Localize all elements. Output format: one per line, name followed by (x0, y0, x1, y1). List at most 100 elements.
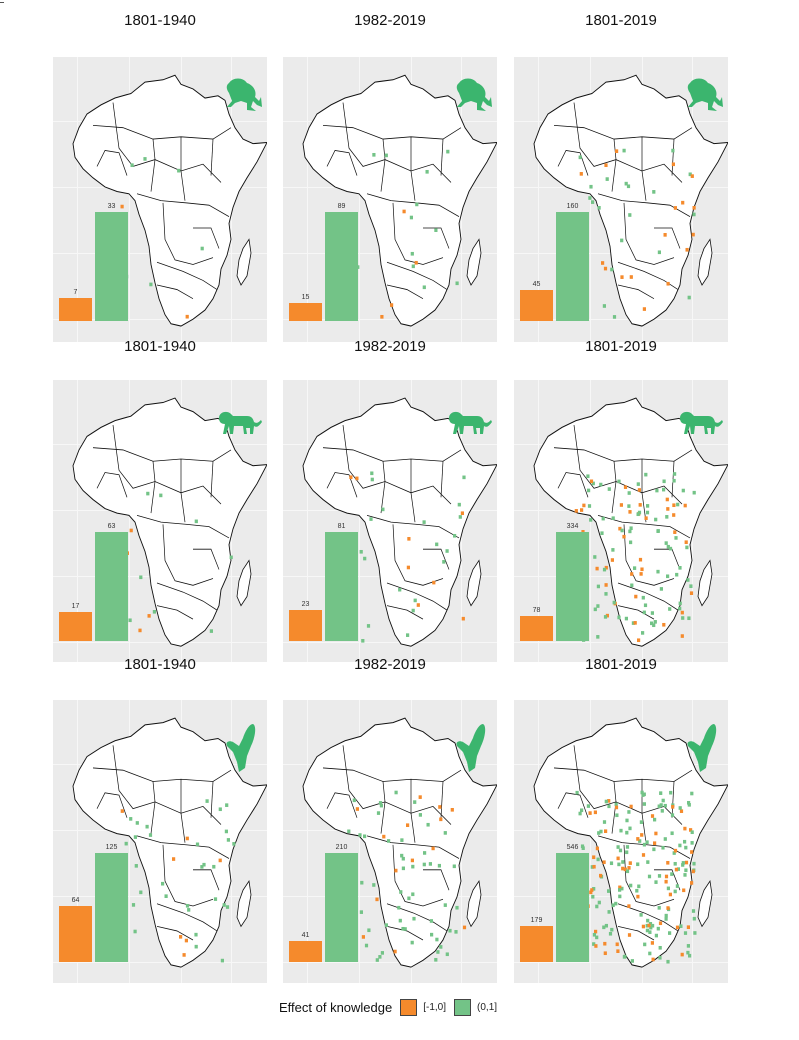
bar-negative (289, 303, 322, 321)
frog-icon (456, 78, 492, 111)
map-panel: 23 81 (283, 380, 497, 662)
africa-map (533, 397, 728, 647)
africa-map (533, 717, 728, 968)
grid-line (53, 642, 267, 643)
grid-line (359, 57, 360, 342)
bird-silhouette (225, 722, 259, 779)
bar-label-negative: 45 (532, 281, 541, 288)
bar-label-negative: 17 (71, 603, 80, 610)
frog-silhouette (223, 77, 263, 118)
bar-negative (520, 616, 553, 641)
grid-line (514, 962, 728, 963)
panel-title: 1801-2019 (585, 12, 657, 29)
grid-line (77, 57, 78, 342)
lion-silhouette (217, 410, 263, 441)
legend-label-negative: [-1,0] (423, 1002, 447, 1013)
grid-line (590, 700, 591, 983)
bar-label-negative: 64 (71, 897, 80, 904)
bar-label-positive: 334 (566, 523, 579, 530)
grid-line (359, 700, 360, 983)
bar-label-positive: 160 (566, 203, 579, 210)
map-panel: 17 63 (53, 380, 267, 662)
map-panel: 45 160 (514, 57, 728, 342)
map-panel: 179 546 (514, 700, 728, 983)
frog-silhouette (684, 77, 724, 118)
lion-icon (449, 411, 492, 434)
bar-negative (520, 926, 553, 962)
grid-line (538, 57, 539, 342)
grid-line (283, 642, 497, 643)
bird-silhouette (686, 722, 720, 779)
bar-positive (556, 853, 589, 962)
bar-label-positive: 546 (566, 844, 579, 851)
grid-line (514, 642, 728, 643)
bar-positive (325, 853, 358, 962)
lion-icon (680, 411, 723, 434)
bird-silhouette (455, 722, 489, 779)
africa-map (302, 74, 497, 327)
frog-icon (226, 78, 262, 111)
frog-silhouette (453, 77, 493, 118)
bar-label-positive: 210 (335, 844, 348, 851)
bar-negative (59, 612, 92, 641)
panel-title: 1982-2019 (354, 656, 426, 673)
grid-line (77, 700, 78, 983)
grid-line (53, 962, 267, 963)
grid-line (77, 380, 78, 662)
bar-label-negative: 15 (301, 294, 310, 301)
grid-line (283, 319, 497, 320)
bar-positive (556, 532, 589, 641)
grid-line (359, 380, 360, 662)
panel-title: 1982-2019 (354, 338, 426, 355)
bar-label-negative: 78 (532, 607, 541, 614)
panel-title: 1982-2019 (354, 12, 426, 29)
grid-line (538, 700, 539, 983)
africa-map (72, 717, 267, 968)
frog-icon (687, 78, 723, 111)
bird-icon (456, 724, 486, 772)
map-panel: 78 334 (514, 380, 728, 662)
grid-line (129, 57, 130, 342)
bar-label-positive: 33 (107, 203, 116, 210)
grid-line (283, 962, 497, 963)
map-panel: 7 33 (53, 57, 267, 342)
map-panel: 41 210 (283, 700, 497, 983)
bar-label-negative: 41 (301, 932, 310, 939)
bar-positive (325, 532, 358, 641)
bar-negative (59, 298, 92, 321)
corner-mark (0, 2, 4, 3)
panel-title: 1801-1940 (124, 656, 196, 673)
bar-label-negative: 23 (301, 601, 310, 608)
grid-line (307, 700, 308, 983)
bar-positive (95, 853, 128, 962)
bar-label-positive: 125 (105, 844, 118, 851)
grid-line (307, 380, 308, 662)
legend: Effect of knowledge [-1,0] (0,1] (279, 999, 497, 1016)
map-panel: 15 89 (283, 57, 497, 342)
africa-map (533, 74, 728, 327)
bar-positive (95, 532, 128, 641)
grid-line (129, 380, 130, 662)
panel-title: 1801-1940 (124, 12, 196, 29)
legend-swatch-positive (454, 999, 472, 1016)
map-panel: 64 125 (53, 700, 267, 983)
grid-line (514, 319, 728, 320)
bar-negative (520, 290, 553, 321)
panel-title: 1801-2019 (585, 338, 657, 355)
grid-line (129, 700, 130, 983)
bar-positive (556, 212, 589, 321)
panel-title: 1801-2019 (585, 656, 657, 673)
africa-map (72, 74, 267, 327)
lion-icon (219, 411, 262, 434)
bar-label-positive: 63 (107, 523, 116, 530)
grid-line (307, 57, 308, 342)
bar-positive (325, 212, 358, 321)
lion-silhouette (447, 410, 493, 441)
bar-positive (95, 212, 128, 321)
bar-label-negative: 7 (73, 289, 78, 296)
bird-icon (226, 724, 256, 772)
lion-silhouette (678, 410, 724, 441)
legend-title: Effect of knowledge (279, 1000, 393, 1015)
bird-icon (687, 724, 717, 772)
bar-label-positive: 89 (337, 203, 346, 210)
